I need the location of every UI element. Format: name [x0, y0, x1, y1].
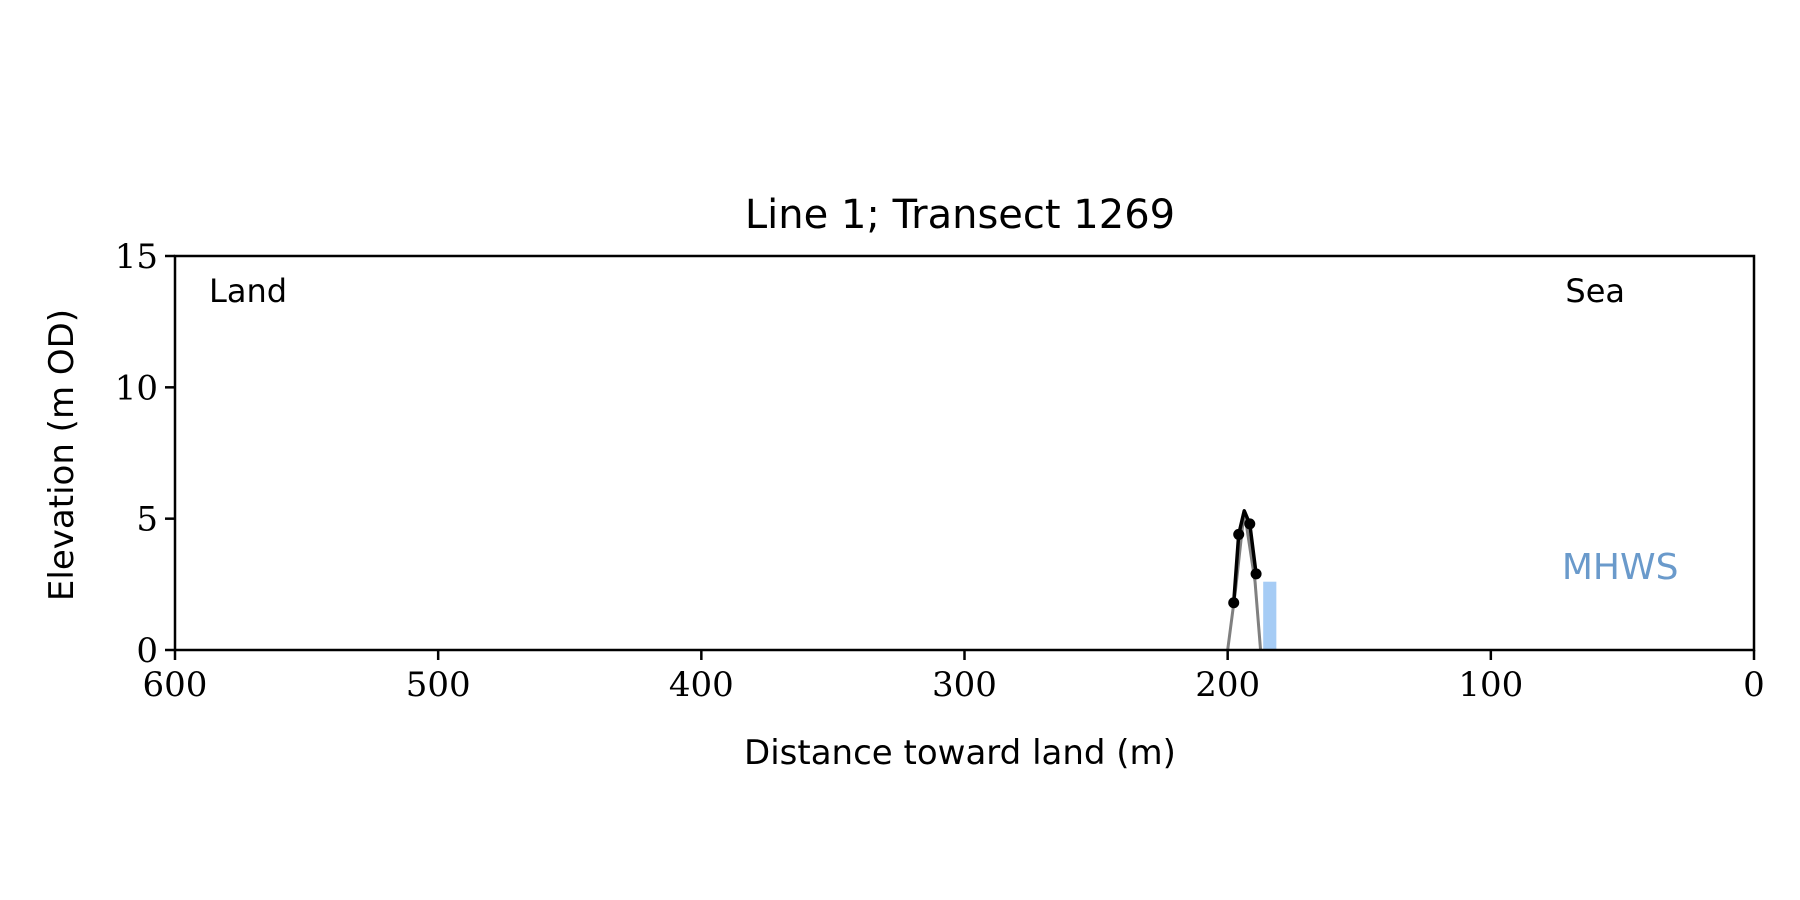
x-tick-label: 300: [932, 665, 997, 705]
axes: 600 500 400 300 200 100 0 0 5 10 15: [115, 237, 1765, 705]
y-tick-label: 0: [136, 631, 158, 671]
profile-point: [1233, 528, 1245, 540]
x-tick-label: 100: [1458, 665, 1523, 705]
x-tick-label: 400: [669, 665, 734, 705]
profile-point: [1244, 518, 1256, 530]
axes-frame: [173, 254, 1756, 652]
grey-profile-line: [1226, 510, 1263, 651]
profile-point: [1250, 568, 1262, 580]
x-tick-label: 0: [1743, 665, 1765, 705]
profile-line: [1231, 509, 1258, 603]
land-label: Land: [209, 272, 287, 310]
y-tick-label: 10: [115, 368, 158, 408]
y-tick-label: 15: [115, 237, 158, 277]
x-axis-label: Distance toward land (m): [744, 733, 1176, 773]
x-tick-label: 600: [143, 665, 208, 705]
profile-point: [1228, 597, 1240, 609]
mhws-label: MHWS: [1562, 547, 1679, 588]
x-tick-label: 500: [406, 665, 471, 705]
plot-area: [1226, 509, 1277, 651]
x-tick-label: 200: [1195, 665, 1260, 705]
mhws-bar: [1263, 581, 1277, 650]
sea-label: Sea: [1565, 272, 1625, 310]
chart-title: Line 1; Transect 1269: [745, 192, 1175, 238]
y-tick-label: 5: [136, 500, 158, 540]
y-axis-label: Elevation (m OD): [42, 309, 82, 601]
